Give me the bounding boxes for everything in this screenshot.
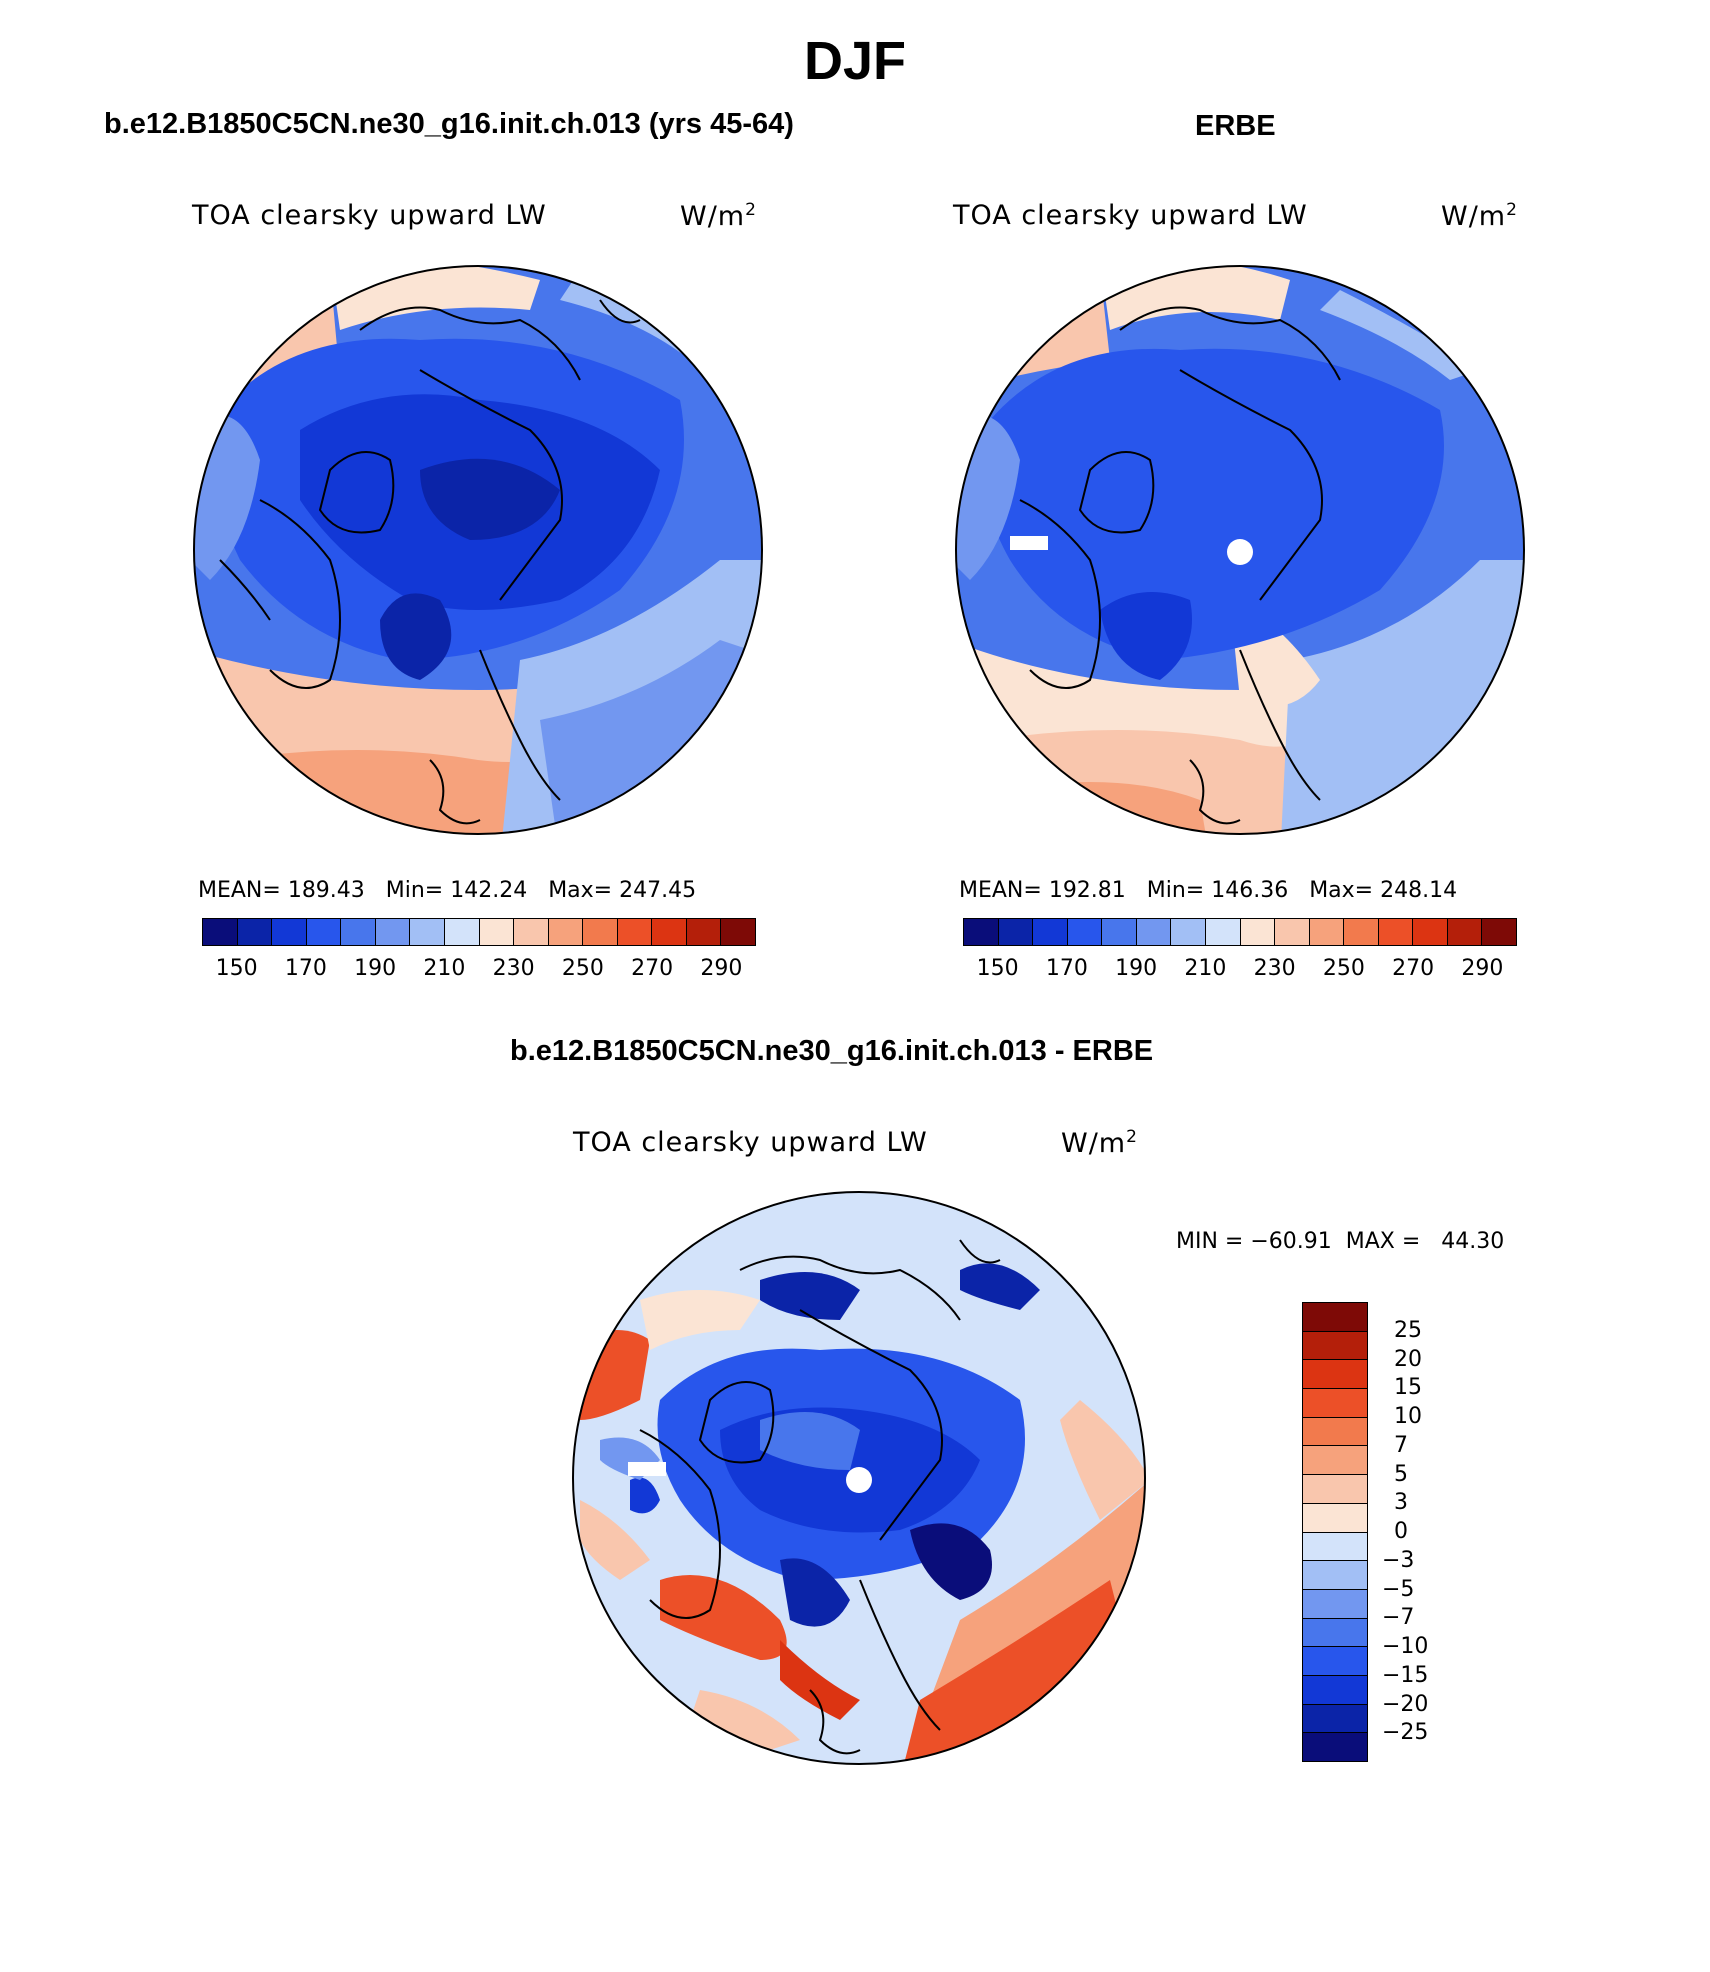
colorbar-tick-label: 150 bbox=[215, 956, 258, 981]
diff-units-label: W/m2 bbox=[1061, 1127, 1138, 1159]
colorbar-swatch bbox=[1303, 1446, 1367, 1476]
colorbar-tick-label: 3 bbox=[1394, 1490, 1408, 1516]
colorbar-swatch bbox=[1303, 1647, 1367, 1676]
colorbar-tick-label: −5 bbox=[1382, 1576, 1415, 1602]
colorbar-swatch bbox=[1482, 919, 1516, 945]
colorbar-swatch bbox=[1275, 919, 1310, 945]
colorbar-tick-label: 20 bbox=[1394, 1346, 1422, 1372]
colorbar-tick-label: 270 bbox=[631, 956, 674, 981]
colorbar-swatch bbox=[1303, 1704, 1367, 1734]
colorbar-tick-label: 190 bbox=[354, 956, 397, 981]
colorbar-tick-label: 290 bbox=[1461, 956, 1504, 981]
colorbar-tick-label: −7 bbox=[1382, 1605, 1415, 1631]
colorbar-swatch bbox=[1303, 1360, 1367, 1390]
colorbar-tick-label: 230 bbox=[492, 956, 535, 981]
colorbar-swatch bbox=[1303, 1618, 1367, 1648]
colorbar-swatch bbox=[721, 919, 755, 945]
obs-colorbar-ticks: 150 170 190 210 230 250 270 290 bbox=[963, 956, 1517, 984]
colorbar-swatch bbox=[1303, 1389, 1367, 1418]
colorbar-tick-label: −10 bbox=[1382, 1634, 1429, 1659]
colorbar-swatch bbox=[410, 919, 445, 945]
colorbar-swatch bbox=[652, 919, 687, 945]
colorbar-swatch bbox=[272, 919, 307, 945]
colorbar-tick-label: −3 bbox=[1382, 1547, 1415, 1573]
diff-colorbar-ticks: 25 20 15 10 7 5 3 0 −3 −5 −7 −10 −15 −20 −25 bbox=[1382, 1302, 1462, 1762]
colorbar-swatch bbox=[1033, 919, 1068, 945]
colorbar-tick-label: 190 bbox=[1115, 956, 1158, 981]
colorbar-swatch bbox=[1303, 1475, 1367, 1504]
colorbar-tick-label: 250 bbox=[561, 956, 604, 981]
colorbar-tick-label: 0 bbox=[1394, 1519, 1408, 1544]
colorbar-swatch bbox=[1136, 919, 1172, 945]
colorbar-tick-label: −20 bbox=[1382, 1691, 1429, 1717]
colorbar-swatch bbox=[548, 919, 584, 945]
colorbar-tick-label: 15 bbox=[1394, 1375, 1422, 1401]
colorbar-swatch bbox=[1171, 919, 1206, 945]
colorbar-tick-label: 210 bbox=[1184, 956, 1227, 981]
model-stats: MEAN= 189.43 Min= 142.24 Max= 247.45 bbox=[198, 878, 697, 903]
colorbar-swatch bbox=[686, 919, 722, 945]
colorbar-swatch bbox=[1303, 1675, 1367, 1705]
colorbar-tick-label: 250 bbox=[1322, 956, 1365, 981]
colorbar-swatch bbox=[203, 919, 238, 945]
colorbar-tick-label: 25 bbox=[1394, 1317, 1422, 1343]
model-units-label: W/m2 bbox=[680, 200, 757, 232]
diff-variable-label: TOA clearsky upward LW bbox=[573, 1127, 928, 1158]
colorbar-swatch bbox=[1303, 1532, 1367, 1562]
obs-units-label: W/m2 bbox=[1441, 200, 1518, 232]
colorbar-swatch bbox=[964, 919, 999, 945]
diff-panel-title: b.e12.B1850C5CN.ne30_g16.init.ch.013 - E… bbox=[510, 1035, 1154, 1067]
colorbar-tick-label: 210 bbox=[423, 956, 466, 981]
obs-variable-label: TOA clearsky upward LW bbox=[953, 200, 1308, 231]
colorbar-tick-label: −15 bbox=[1382, 1662, 1429, 1688]
colorbar-swatch bbox=[1303, 1589, 1367, 1619]
colorbar-swatch bbox=[444, 919, 480, 945]
colorbar-tick-label: 150 bbox=[976, 956, 1019, 981]
obs-stats: MEAN= 192.81 Min= 146.36 Max= 248.14 bbox=[959, 878, 1458, 903]
colorbar-tick-label: 7 bbox=[1394, 1432, 1408, 1458]
colorbar-swatch bbox=[1067, 919, 1103, 945]
colorbar-tick-label: 170 bbox=[1045, 956, 1088, 981]
model-panel-title: b.e12.B1850C5CN.ne30_g16.init.ch.013 (yr… bbox=[104, 108, 794, 140]
colorbar-tick-label: 230 bbox=[1253, 956, 1296, 981]
colorbar-swatch bbox=[375, 919, 411, 945]
colorbar-swatch bbox=[1303, 1303, 1367, 1332]
colorbar-swatch bbox=[998, 919, 1034, 945]
colorbar-swatch bbox=[237, 919, 273, 945]
colorbar-swatch bbox=[1378, 919, 1414, 945]
colorbar-swatch bbox=[583, 919, 618, 945]
colorbar-swatch bbox=[1309, 919, 1345, 945]
colorbar-swatch bbox=[1303, 1561, 1367, 1590]
colorbar-tick-label: −25 bbox=[1382, 1720, 1429, 1746]
colorbar-swatch bbox=[514, 919, 549, 945]
diff-stats: MIN = −60.91 MAX = 44.30 bbox=[1176, 1229, 1505, 1254]
colorbar-tick-label: 170 bbox=[284, 956, 327, 981]
model-variable-label: TOA clearsky upward LW bbox=[192, 200, 547, 231]
colorbar-tick-label: 10 bbox=[1394, 1404, 1422, 1429]
colorbar-tick-label: 5 bbox=[1394, 1461, 1408, 1487]
colorbar-swatch bbox=[1303, 1733, 1367, 1761]
colorbar-swatch bbox=[479, 919, 515, 945]
season-title: DJF bbox=[803, 31, 906, 91]
obs-colorbar bbox=[963, 918, 1517, 946]
colorbar-tick-label: 290 bbox=[700, 956, 743, 981]
colorbar-swatch bbox=[1102, 919, 1137, 945]
colorbar-swatch bbox=[341, 919, 376, 945]
obs-panel-title: ERBE bbox=[1195, 110, 1276, 142]
colorbar-swatch bbox=[1344, 919, 1379, 945]
colorbar-swatch bbox=[1303, 1331, 1367, 1361]
colorbar-swatch bbox=[1205, 919, 1241, 945]
colorbar-tick-label: 270 bbox=[1392, 956, 1435, 981]
model-colorbar bbox=[202, 918, 756, 946]
colorbar-swatch bbox=[1303, 1417, 1367, 1447]
model-colorbar-ticks: 150 170 190 210 230 250 270 290 bbox=[202, 956, 756, 984]
colorbar-swatch bbox=[1447, 919, 1483, 945]
colorbar-swatch bbox=[1240, 919, 1276, 945]
colorbar-swatch bbox=[1413, 919, 1448, 945]
colorbar-swatch bbox=[617, 919, 653, 945]
colorbar-swatch bbox=[1303, 1503, 1367, 1533]
colorbar-swatch bbox=[306, 919, 342, 945]
diff-colorbar bbox=[1302, 1302, 1368, 1762]
